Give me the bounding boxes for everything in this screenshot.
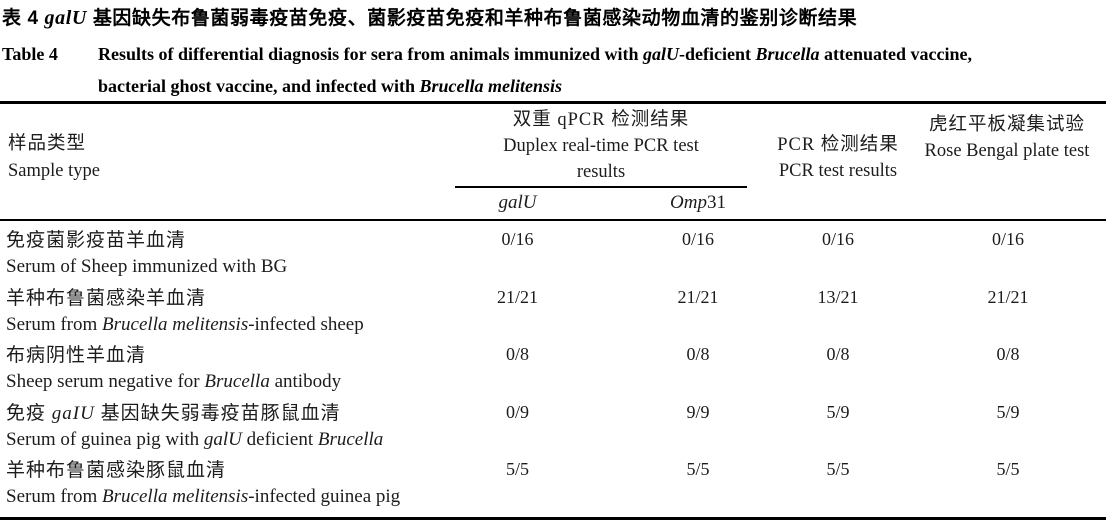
cell-duplex-galu: 0/16 [501, 229, 534, 249]
cell-pcr-result: 5/9 [826, 401, 850, 422]
cell-rose-bengal-result: 21/21 [987, 286, 1029, 307]
table-body: 免疫菌影疫苗羊血清 Serum of Sheep immunized with … [0, 222, 1106, 510]
cell-rose-bengal-result: 0/16 [991, 229, 1024, 249]
cell-pcr-result: 5/5 [826, 459, 850, 479]
table-caption-en-line1: Results of differential diagnosis for se… [98, 44, 972, 64]
header-galu-column: galU [498, 192, 537, 213]
row-sample-en: Sheep serum negative for Brucella antibo… [6, 371, 342, 392]
row-sample-label: 羊种布鲁菌感染豚鼠血清 Serum from Brucella melitens… [0, 458, 1106, 510]
header-pcr-test: PCR 检测结果 PCR test results [762, 132, 914, 184]
table-caption-en-label: Table 4 [2, 44, 58, 64]
row-sample-en: Serum from Brucella melitensis-infected … [6, 313, 364, 335]
cell-rose-bengal-result: 5/9 [996, 401, 1020, 422]
cell-duplex-galu: 21/21 [496, 286, 538, 307]
table-top-rule [0, 101, 1106, 104]
cell-rose-bengal-result: 0/8 [996, 344, 1020, 364]
header-omp31-column: Omp31 [670, 192, 726, 213]
cell-duplex-omp31: 0/16 [681, 229, 714, 249]
header-duplex-qpcr-cn: 双重 qPCR 检测结果 [512, 110, 690, 130]
table-caption-cn: 表 4 galU 基因缺失布鲁菌弱毒疫苗免疫、菌影疫苗免疫和羊种布鲁菌感染动物血… [2, 7, 858, 29]
header-rose-bengal-en: Rose Bengal plate test [924, 141, 1090, 161]
cell-pcr-result: 13/21 [817, 286, 859, 307]
row-sample-label: 免疫菌影疫苗羊血清 Serum of Sheep immunized with … [0, 228, 1106, 280]
header-divider-rule [0, 219, 1106, 221]
header-rose-bengal-cn: 虎红平板凝集试验 [928, 115, 1085, 135]
table-row-infected-guinea-pig-serum: 羊种布鲁菌感染豚鼠血清 Serum from Brucella melitens… [0, 452, 1106, 510]
cell-duplex-galu: 5/5 [505, 459, 529, 479]
row-sample-cn: 羊种布鲁菌感染豚鼠血清 [6, 460, 227, 481]
row-sample-cn: 羊种布鲁菌感染羊血清 [6, 287, 207, 309]
header-rose-bengal: 虎红平板凝集试验 Rose Bengal plate test [922, 112, 1092, 164]
table-row-negative-sheep-serum: 布病阴性羊血清 Sheep serum negative for Brucell… [0, 337, 1106, 395]
row-sample-cn: 布病阴性羊血清 [6, 345, 147, 366]
header-duplex-qpcr-group: 双重 qPCR 检测结果 Duplex real-time PCR test r… [481, 107, 721, 185]
table-bottom-rule [0, 517, 1106, 520]
duplex-group-underline [455, 186, 747, 188]
row-sample-en: Serum of Sheep immunized with BG [6, 256, 288, 277]
header-sample-type: 样品类型 Sample type [8, 131, 100, 185]
table-row-bg-sheep-serum: 免疫菌影疫苗羊血清 Serum of Sheep immunized with … [0, 222, 1106, 280]
table-row-infected-sheep-serum: 羊种布鲁菌感染羊血清 Serum from Brucella melitensi… [0, 280, 1106, 338]
cell-pcr-result: 0/16 [821, 229, 854, 249]
cell-rose-bengal-result: 5/5 [996, 459, 1020, 479]
cell-duplex-omp31: 5/5 [686, 459, 710, 479]
row-sample-en: Serum of guinea pig with galU deficient … [6, 428, 384, 450]
header-sample-type-en: Sample type [8, 161, 100, 181]
cell-pcr-result: 0/8 [826, 344, 850, 364]
row-sample-en: Serum from Brucella melitensis-infected … [6, 486, 401, 507]
header-pcr-test-cn: PCR 检测结果 [777, 135, 899, 155]
cell-duplex-omp31: 9/9 [686, 401, 710, 422]
table-row-vaccinated-guinea-pig-serum: 免疫 gaIU 基因缺失弱毒疫苗豚鼠血清 Serum of guinea pig… [0, 395, 1106, 453]
header-sample-type-cn: 样品类型 [8, 134, 87, 154]
cell-duplex-galu: 0/8 [505, 344, 529, 364]
cell-duplex-galu: 0/9 [505, 401, 529, 422]
cell-duplex-omp31: 0/8 [686, 344, 710, 364]
header-duplex-qpcr-en: Duplex real-time PCR test results [503, 136, 699, 182]
row-sample-cn: 免疫菌影疫苗羊血清 [6, 230, 187, 251]
table-caption-en-line2: bacterial ghost vaccine, and infected wi… [98, 76, 562, 96]
table-caption-en: Table 4 Results of differential diagnosi… [2, 38, 972, 102]
header-pcr-test-en: PCR test results [778, 161, 898, 181]
row-sample-label: 免疫 gaIU 基因缺失弱毒疫苗豚鼠血清 Serum of guinea pig… [0, 401, 1106, 453]
cell-duplex-omp31: 21/21 [677, 286, 719, 307]
row-sample-label: 布病阴性羊血清 Sheep serum negative for Brucell… [0, 343, 1106, 395]
row-sample-label: 羊种布鲁菌感染羊血清 Serum from Brucella melitensi… [0, 286, 1106, 338]
row-sample-cn: 免疫 gaIU 基因缺失弱毒疫苗豚鼠血清 [6, 402, 341, 424]
